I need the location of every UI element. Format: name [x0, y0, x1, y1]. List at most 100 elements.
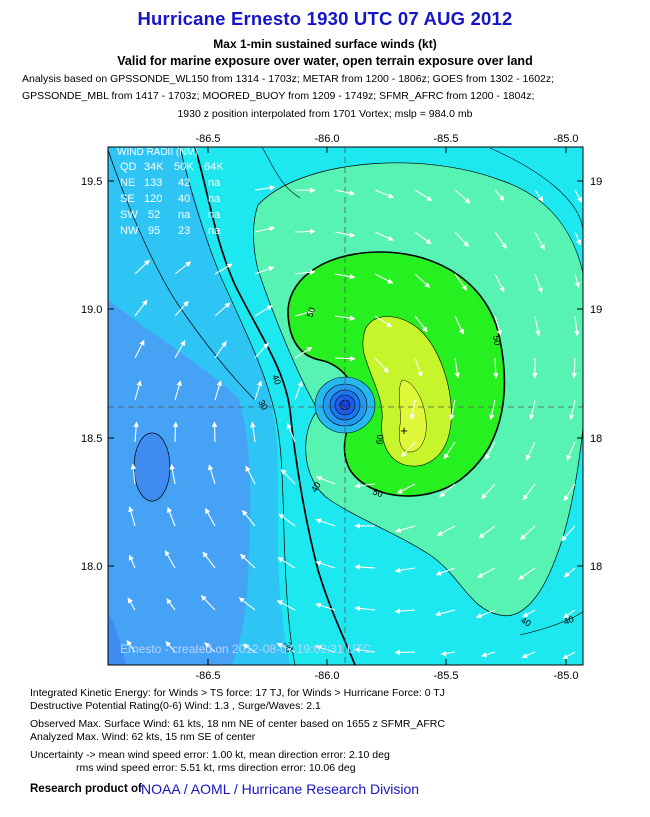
wind-vector-arrow — [414, 357, 423, 378]
wind-vector-arrow — [214, 263, 233, 275]
wind-vector-arrow — [165, 641, 176, 653]
lat-tick-label: 18.5 — [81, 433, 102, 445]
wind-vector-arrow — [354, 647, 376, 653]
radii-cell: na — [208, 209, 221, 221]
storm-eye — [314, 376, 376, 434]
wind-vector-arrow — [334, 315, 356, 321]
wind-vector-arrow — [494, 315, 502, 336]
wind-vector-arrow — [254, 380, 263, 401]
contour-label: 40 — [270, 373, 283, 386]
wind-vector-arrow — [134, 380, 142, 401]
wind-vector-arrow — [454, 189, 471, 204]
wind-vector-arrow — [374, 315, 393, 328]
analysis-sources-line1: Analysis based on GPSSONDE_WL150 from 13… — [22, 73, 555, 85]
wind-vector-arrow — [207, 464, 216, 485]
wind-vector-arrow — [454, 231, 470, 247]
wind-vector-arrow — [574, 189, 583, 203]
wind-vector-arrow — [354, 605, 376, 612]
wind-vector-arrow — [133, 421, 139, 443]
hrd-link[interactable]: NOAA / AOML / Hurricane Research Divisio… — [141, 781, 420, 797]
wind-vector-arrow — [128, 554, 136, 569]
wind-vector-arrow — [414, 315, 428, 333]
lat-tick-label: 19 — [590, 304, 602, 316]
wind-vector-arrow — [414, 189, 433, 202]
wind-vector-arrow — [534, 189, 544, 203]
contour-label: 40 — [309, 480, 323, 494]
wind-vector-arrow — [134, 339, 145, 359]
lat-tick-label: 18 — [590, 561, 602, 573]
wind-vector-arrow — [481, 483, 496, 500]
wind-vector-arrow — [528, 399, 536, 421]
wind-vector-arrow — [254, 225, 276, 233]
wind-vector-arrow — [454, 315, 464, 335]
wind-vector-arrow — [174, 261, 192, 275]
wind-vector-arrow — [174, 340, 186, 359]
wind-contour-fill — [108, 147, 583, 665]
wind-vector-arrow — [354, 482, 376, 489]
wind-vector-arrow — [374, 189, 395, 199]
wind-vector-arrow — [241, 510, 256, 527]
wind-vector-arrow — [214, 341, 227, 359]
wind-vector-arrow — [280, 469, 296, 485]
wind-vector-arrow — [520, 525, 536, 541]
wind-vector-arrow — [315, 475, 336, 485]
contour-labels: 50 50 50 40 40 30 40 40 30 60 — [256, 306, 575, 653]
wind-vector-arrow — [254, 342, 269, 359]
map-frame — [107, 146, 584, 666]
wind-vector-arrow — [354, 564, 376, 570]
wind-vector-arrow — [130, 463, 137, 485]
wind-vector-arrow — [374, 357, 390, 373]
wind-vector-arrow — [396, 483, 416, 494]
wind-vector-arrow — [522, 483, 536, 501]
wind-vector-arrow — [563, 483, 576, 502]
ike-line: Integrated Kinetic Energy: for Winds > T… — [30, 687, 445, 699]
wind-vector-arrow — [478, 525, 496, 539]
lon-tick-label: -85.5 — [433, 133, 458, 145]
radii-header-34k: 34K — [144, 161, 164, 173]
wind-vector-arrow — [278, 513, 296, 527]
lon-tick-label: -86.5 — [195, 133, 220, 145]
uncertainty-line: Uncertainty -> mean wind speed error: 1.… — [30, 749, 390, 761]
wind-vector-arrow — [476, 567, 496, 578]
wind-vector-arrow — [485, 441, 496, 461]
radii-header-50k: 50K — [174, 161, 194, 173]
wind-vector-arrow — [277, 557, 296, 569]
wind-vector-arrow — [493, 357, 499, 379]
contour-label: 40 — [562, 614, 575, 627]
radii-cell: 52 — [148, 209, 160, 221]
wind-vector-arrow — [394, 608, 416, 614]
lon-tick-label: -85.0 — [553, 133, 578, 145]
wind-vector-arrow — [164, 550, 176, 569]
wind-vector-arrow — [374, 273, 394, 284]
wind-vector-arrow — [435, 567, 456, 576]
radii-cell: SW — [120, 209, 138, 221]
wind-vector-arrow — [214, 380, 222, 401]
wind-vector-arrow — [454, 273, 468, 291]
axis-ticks — [108, 147, 583, 665]
lat-tick-label: 19.5 — [81, 176, 102, 188]
page-title: Hurricane Ernesto 1930 UTC 07 AUG 2012 — [137, 8, 513, 29]
wind-vector-arrow — [126, 640, 136, 653]
contour-label: 30 — [282, 641, 294, 653]
wind-vector-arrow — [286, 422, 296, 443]
wind-vector-arrow — [568, 399, 576, 421]
subtitle-units: Max 1-min sustained surface winds (kt) — [213, 37, 437, 51]
wind-vector-arrow — [574, 315, 580, 337]
lon-tick-label: -85.5 — [433, 670, 458, 682]
wind-vector-arrow — [166, 598, 176, 611]
wind-vector-arrow — [315, 602, 336, 611]
wind-vector-arrow — [174, 380, 182, 401]
radii-cell: na — [208, 177, 221, 189]
wind-vector-arrow — [242, 643, 256, 653]
wind-vector-arrow — [334, 273, 356, 280]
radii-cell: 95 — [148, 225, 160, 237]
radii-cell: na — [178, 209, 191, 221]
wind-vector-arrow — [494, 189, 505, 202]
wind-vector-arrow — [562, 651, 576, 660]
wind-vector-arrow — [276, 600, 296, 611]
wind-vector-arrow — [254, 266, 275, 275]
contour-label: 50 — [491, 335, 503, 347]
wind-vector-arrow — [574, 231, 582, 246]
lat-tick-labels: 19.5 19.0 18.5 18.0 19 19 18 18 — [81, 176, 602, 573]
wind-vector-arrow — [534, 231, 545, 251]
